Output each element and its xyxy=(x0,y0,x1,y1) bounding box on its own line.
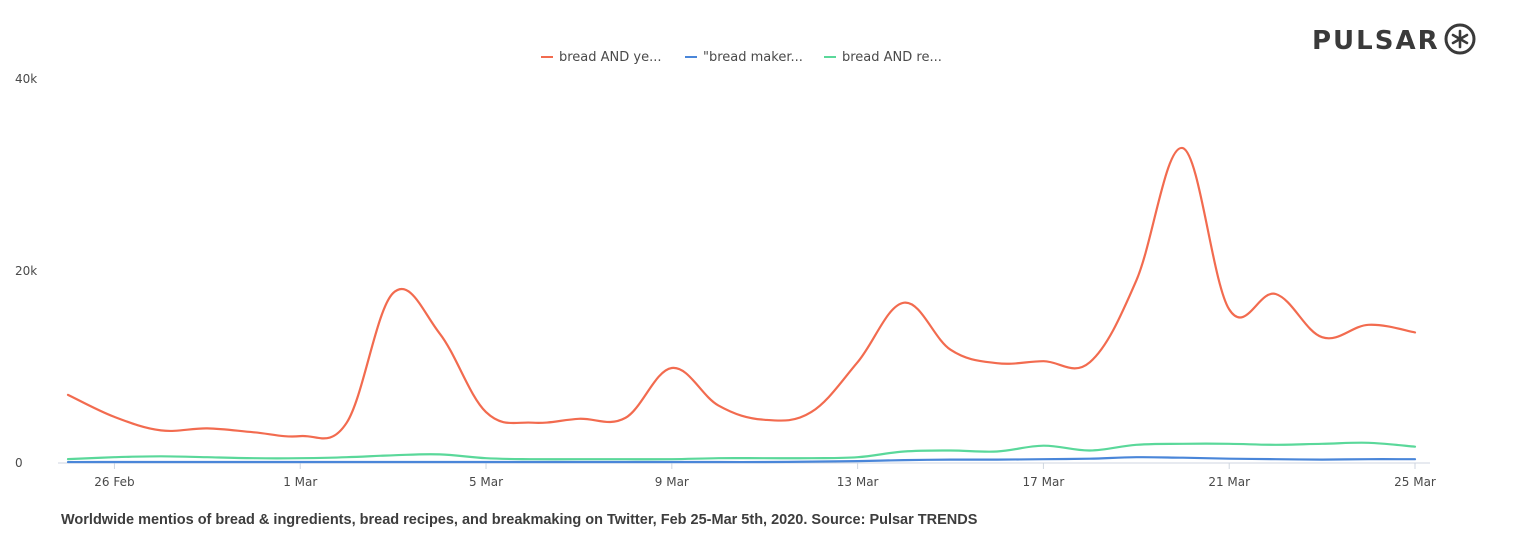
series-line-2 xyxy=(66,456,1417,464)
series-line-3 xyxy=(66,441,1417,461)
x-tick-label: 1 Mar xyxy=(283,475,317,489)
x-axis: 26 Feb 1 Mar 5 Mar 9 Mar 13 Mar 17 Mar 21 Mar 2… xyxy=(58,462,1436,489)
series-line-1 xyxy=(66,146,1417,440)
x-tick-label: 17 Mar xyxy=(1023,475,1065,489)
legend-item-label[interactable]: bread AND re... xyxy=(842,50,942,65)
x-tick-label: 21 Mar xyxy=(1208,475,1250,489)
legend-item-label[interactable]: bread AND ye... xyxy=(559,50,662,65)
x-tick-label: 9 Mar xyxy=(655,475,689,489)
x-tick-label: 26 Feb xyxy=(94,475,134,489)
y-tick-label: 20k xyxy=(15,264,37,278)
x-tick-label: 13 Mar xyxy=(837,475,879,489)
legend-item-label[interactable]: "bread maker... xyxy=(703,50,803,65)
y-tick-label: 0 xyxy=(15,456,23,470)
pulsar-logo: PULSAR xyxy=(1312,26,1440,56)
y-tick-label: 40k xyxy=(15,72,37,86)
y-axis: 0 20k 40k xyxy=(15,72,37,470)
legend: bread AND ye... "bread maker... bread AND … xyxy=(541,50,942,65)
chart-caption: Worldwide mentios of bread & ingredients… xyxy=(61,512,978,528)
series-layer xyxy=(66,146,1417,464)
x-tick-label: 5 Mar xyxy=(469,475,503,489)
pulsar-logo-icon xyxy=(1444,23,1476,55)
x-tick-label: 25 Mar xyxy=(1394,475,1436,489)
